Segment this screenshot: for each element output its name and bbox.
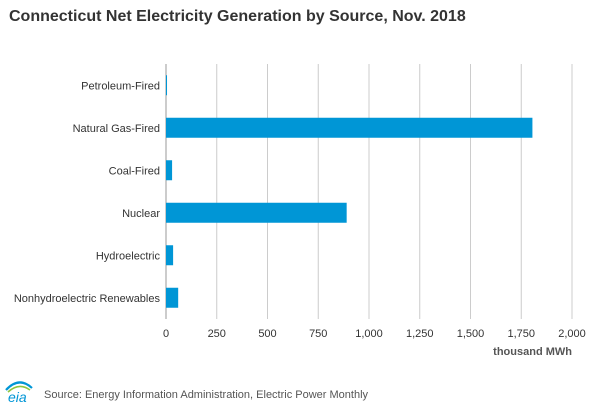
category-label: Nonhydroelectric Renewables xyxy=(14,293,161,305)
category-label: Natural Gas-Fired xyxy=(73,123,160,135)
category-label: Nuclear xyxy=(122,208,160,220)
bar xyxy=(166,160,173,181)
x-tick-label: 500 xyxy=(258,328,276,340)
bar xyxy=(166,287,179,308)
chart-title: Connecticut Net Electricity Generation b… xyxy=(9,8,466,25)
x-tick-label: 1,250 xyxy=(406,328,434,340)
category-label: Hydroelectric xyxy=(96,250,161,262)
bar xyxy=(166,202,347,223)
eia-logo: eia xyxy=(4,378,34,405)
x-tick-label: 1,500 xyxy=(457,328,485,340)
category-label: Coal-Fired xyxy=(109,165,160,177)
x-tick-label: 1,750 xyxy=(507,328,535,340)
bar xyxy=(166,117,533,138)
x-tick-label: 1,000 xyxy=(355,328,383,340)
bar xyxy=(166,245,174,266)
svg-text:eia: eia xyxy=(8,389,27,404)
x-tick-label: 750 xyxy=(309,328,327,340)
x-tick-label: 2,000 xyxy=(558,328,586,340)
footer: eia xyxy=(4,378,34,405)
source-note: Source: Energy Information Administratio… xyxy=(44,389,369,401)
x-tick-label: 0 xyxy=(163,328,169,340)
category-label: Petroleum-Fired xyxy=(81,80,160,92)
x-tick-label: 250 xyxy=(208,328,226,340)
x-axis-label: thousand MWh xyxy=(493,346,572,358)
bar xyxy=(166,75,168,96)
